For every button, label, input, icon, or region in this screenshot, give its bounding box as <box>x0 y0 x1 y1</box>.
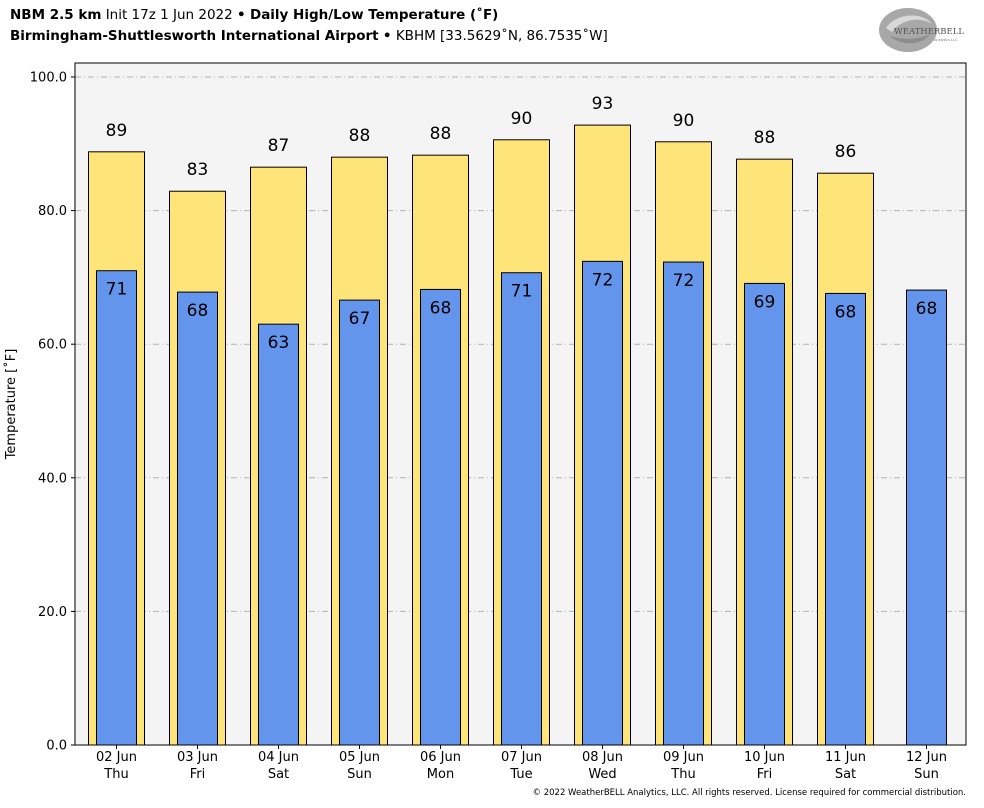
product-title: Daily High/Low Temperature (˚F) <box>249 7 499 23</box>
chart-header-line1: NBM 2.5 km Init 17z 1 Jun 2022 • Daily H… <box>10 6 498 24</box>
low-value-label: 72 <box>592 270 614 290</box>
x-tick-date: 02 Jun <box>96 750 137 765</box>
x-tick-date: 10 Jun <box>744 750 785 765</box>
x-tick-day: Tue <box>509 767 532 782</box>
init-time: Init 17z 1 Jun 2022 <box>105 7 233 23</box>
x-tick-date: 04 Jun <box>258 750 299 765</box>
x-tick-date: 11 Jun <box>825 750 866 765</box>
x-tick-date: 03 Jun <box>177 750 218 765</box>
plot-frame <box>74 62 967 746</box>
header-bullet-1: • <box>237 7 246 23</box>
low-value-label: 63 <box>268 333 290 353</box>
low-bar <box>582 260 623 746</box>
y-axis: 0.0 20.0 40.0 60.0 80.0 100.0 <box>30 71 75 754</box>
low-bar <box>825 292 866 746</box>
y-tick-label: 0.0 <box>46 739 67 754</box>
x-tick-date: 12 Jun <box>906 750 947 765</box>
low-temperature-bars <box>96 260 947 746</box>
station-coords: KBHM [33.5629˚N, 86.7535˚W] <box>395 28 608 44</box>
high-value-label: 93 <box>592 94 614 114</box>
low-value-label: 68 <box>187 301 209 321</box>
x-tick-date: 08 Jun <box>582 750 623 765</box>
x-tick-day: Thu <box>670 767 695 782</box>
low-bar <box>339 299 380 746</box>
low-value-label: 72 <box>673 271 695 291</box>
y-tick-label: 100.0 <box>30 71 67 86</box>
low-value-label: 69 <box>754 292 776 312</box>
y-tick-label: 20.0 <box>38 605 67 620</box>
y-tick-label: 80.0 <box>38 204 67 219</box>
x-tick-date: 07 Jun <box>501 750 542 765</box>
high-value-label: 89 <box>106 121 128 141</box>
station-name: Birmingham-Shuttlesworth International A… <box>10 28 379 44</box>
weatherbell-logo-icon: WEATHERBELL Analytics LLC <box>879 8 964 52</box>
low-value-label: 71 <box>106 280 128 300</box>
logo-text: WEATHERBELL <box>894 27 964 37</box>
x-tick-day: Fri <box>757 767 773 782</box>
high-value-label: 83 <box>187 160 209 180</box>
low-bar <box>663 261 704 746</box>
low-bar <box>501 272 542 746</box>
x-tick-day: Sat <box>835 767 856 782</box>
low-bar <box>258 323 299 746</box>
logo-subtext: Analytics LLC <box>934 38 958 42</box>
chart-header-line2: Birmingham-Shuttlesworth International A… <box>10 27 608 45</box>
high-value-label: 90 <box>673 111 695 131</box>
copyright-notice: © 2022 WeatherBELL Analytics, LLC. All r… <box>532 788 966 798</box>
low-bar <box>906 289 947 746</box>
high-value-label: 87 <box>268 136 290 156</box>
high-value-label: 88 <box>349 126 371 146</box>
low-bar <box>744 282 785 746</box>
high-value-label: 90 <box>511 109 533 129</box>
model-name: NBM 2.5 km <box>10 7 102 23</box>
low-bar <box>177 291 218 746</box>
x-tick-day: Fri <box>190 767 206 782</box>
low-bar <box>420 288 461 746</box>
high-value-label: 86 <box>835 142 857 162</box>
y-tick-label: 60.0 <box>38 338 67 353</box>
high-value-label: 88 <box>754 128 776 148</box>
low-value-label: 71 <box>511 282 533 302</box>
x-tick-date: 05 Jun <box>339 750 380 765</box>
data-labels: 89 71 83 68 87 63 88 67 88 68 90 71 93 72 90 72 88 69 86 68… <box>106 94 938 353</box>
low-value-label: 67 <box>349 309 371 329</box>
header-bullet-2: • <box>382 28 392 44</box>
low-bar <box>96 270 137 746</box>
x-tick-date: 06 Jun <box>420 750 461 765</box>
x-tick-day: Sun <box>914 767 939 782</box>
x-tick-day: Mon <box>427 767 454 782</box>
y-tick-label: 40.0 <box>38 471 67 486</box>
x-tick-day: Wed <box>588 767 616 782</box>
low-value-label: 68 <box>430 298 452 318</box>
low-value-label: 68 <box>835 302 857 322</box>
x-tick-day: Sat <box>268 767 289 782</box>
x-tick-day: Sun <box>347 767 372 782</box>
x-tick-date: 09 Jun <box>663 750 704 765</box>
x-axis: 02 Jun Thu 03 Jun Fri 04 Jun Sat 05 Jun Sun 06 J… <box>96 745 947 782</box>
high-value-label: 88 <box>430 124 452 144</box>
y-axis-label: Temperature [˚F] <box>4 348 19 460</box>
x-tick-day: Thu <box>103 767 128 782</box>
low-value-label: 68 <box>916 299 938 319</box>
